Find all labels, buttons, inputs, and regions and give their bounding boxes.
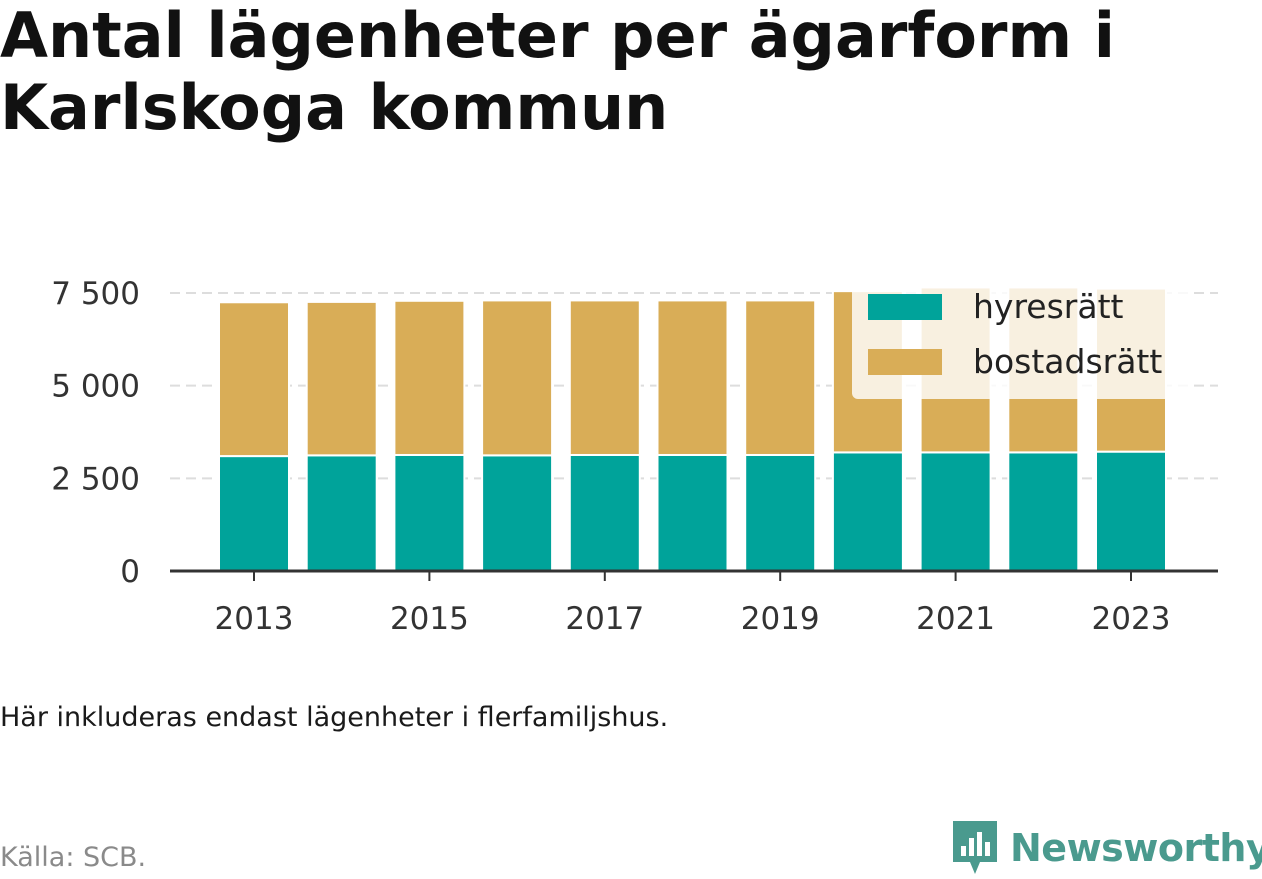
axes: 0 2 500 5 000 7 500 2013 2015 2017 2019 2021 2023 <box>51 276 1218 637</box>
x-tick-label: 2023 <box>1092 601 1171 637</box>
x-tick-label: 2017 <box>565 601 644 637</box>
source-text: Källa: SCB. <box>0 842 147 873</box>
bar-bostadsratt <box>568 299 641 456</box>
bar-hyresratt <box>481 454 554 572</box>
bar-hyresratt <box>744 453 817 572</box>
legend: hyresrätt bostadsrätt <box>852 283 1192 399</box>
bar-chart: 0 2 500 5 000 7 500 2013 2015 2017 2019 2021 2023… <box>51 276 1218 637</box>
bar-bostadsratt <box>481 299 554 457</box>
bar-hyresratt <box>393 453 466 572</box>
bar-bostadsratt <box>218 301 290 458</box>
bar-hyresratt <box>1007 451 1080 572</box>
bar-hyresratt <box>1095 450 1167 572</box>
legend-label: bostadsrätt <box>973 342 1162 381</box>
x-tick-label: 2013 <box>215 601 294 637</box>
logo-text: Newsworthy <box>1010 826 1262 870</box>
bar-hyresratt <box>919 451 992 572</box>
y-tick-label: 5 000 <box>51 369 140 405</box>
bar-hyresratt <box>656 453 729 572</box>
bar-hyresratt <box>831 451 904 572</box>
newsworthy-logo-icon <box>953 821 997 874</box>
newsworthy-logo: Newsworthy <box>950 818 1262 878</box>
legend-swatch <box>868 294 942 320</box>
bar-hyresratt <box>218 455 290 572</box>
legend-swatch <box>868 349 942 375</box>
bar-bostadsratt <box>744 299 817 456</box>
chart-note: Här inkluderas endast lägenheter i flerf… <box>0 702 669 733</box>
bar-bostadsratt <box>305 300 378 457</box>
chart-title: Antal lägenheter per ägarform i Karlskog… <box>0 0 1115 144</box>
x-tick-label: 2015 <box>390 601 469 637</box>
legend-label: hyresrätt <box>973 287 1124 326</box>
y-tick-label: 7 500 <box>51 276 140 312</box>
y-tick-label: 2 500 <box>51 461 140 497</box>
x-tick-label: 2019 <box>741 601 820 637</box>
x-tick-label: 2021 <box>916 601 995 637</box>
y-tick-label: 0 <box>120 554 140 590</box>
bar-bostadsratt <box>393 299 466 456</box>
bar-bostadsratt <box>656 299 729 456</box>
bar-hyresratt <box>568 453 641 572</box>
bar-hyresratt <box>305 454 378 572</box>
